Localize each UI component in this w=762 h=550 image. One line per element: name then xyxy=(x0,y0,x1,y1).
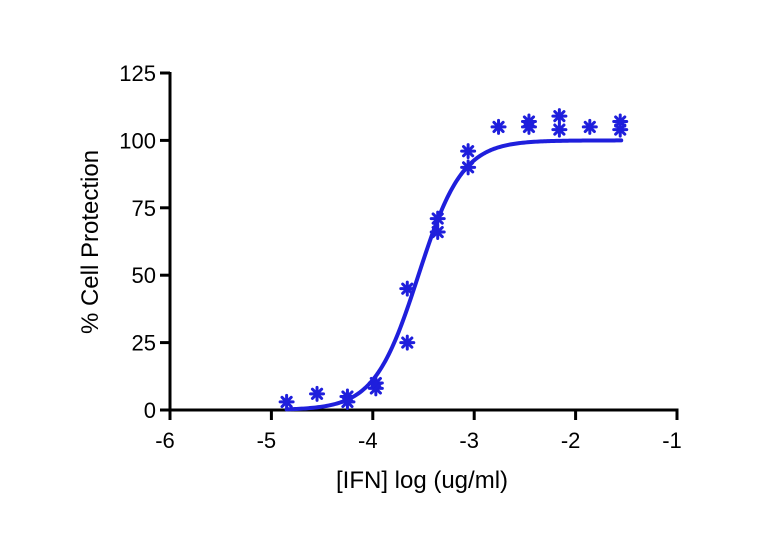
data-point xyxy=(460,159,477,176)
x-axis-title: [IFN] log (ug/ml) xyxy=(336,467,508,494)
data-point xyxy=(460,143,477,160)
y-tick-label: 50 xyxy=(132,263,156,288)
data-point xyxy=(551,108,568,125)
data-point xyxy=(612,121,629,138)
fit-curve xyxy=(284,138,624,412)
data-point xyxy=(551,121,568,138)
y-tick-label: 0 xyxy=(144,398,156,423)
y-tick-label: 75 xyxy=(132,196,156,221)
fit-curve-layer xyxy=(284,138,624,412)
x-tick-label: -4 xyxy=(358,428,378,453)
data-point xyxy=(490,118,507,135)
data-point xyxy=(429,210,446,227)
data-point xyxy=(520,118,537,135)
data-points-layer xyxy=(278,108,629,410)
axes: 0 25 50 75 100 125 -6 -5 -4 -3 -2 -1 xyxy=(119,61,682,453)
x-tick-label: -1 xyxy=(662,428,682,453)
data-point xyxy=(278,393,295,410)
x-tick-label: -5 xyxy=(257,428,277,453)
x-tick-label: -3 xyxy=(459,428,479,453)
data-point xyxy=(367,380,384,397)
data-point xyxy=(399,280,416,297)
data-point xyxy=(429,224,446,241)
y-tick-label: 100 xyxy=(119,128,156,153)
data-point xyxy=(309,385,326,402)
data-point xyxy=(581,118,598,135)
x-tick-label: -2 xyxy=(561,428,581,453)
y-tick-label: 25 xyxy=(132,331,156,356)
y-axis-title: % Cell Protection xyxy=(77,150,104,334)
x-tick-label: -6 xyxy=(155,428,175,453)
y-tick-label: 125 xyxy=(119,61,156,86)
data-point xyxy=(399,334,416,351)
data-point xyxy=(339,393,356,410)
